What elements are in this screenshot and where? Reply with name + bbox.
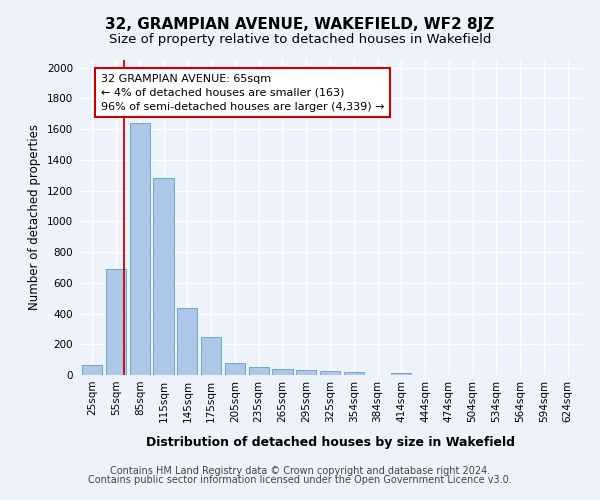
Bar xyxy=(391,372,412,375)
Bar xyxy=(225,362,245,375)
Text: 32 GRAMPIAN AVENUE: 65sqm
← 4% of detached houses are smaller (163)
96% of semi-: 32 GRAMPIAN AVENUE: 65sqm ← 4% of detach… xyxy=(101,74,384,112)
Text: Contains HM Land Registry data © Crown copyright and database right 2024.: Contains HM Land Registry data © Crown c… xyxy=(110,466,490,476)
Text: Distribution of detached houses by size in Wakefield: Distribution of detached houses by size … xyxy=(146,436,515,449)
Bar xyxy=(320,371,340,375)
Bar xyxy=(272,369,293,375)
Bar xyxy=(248,366,269,375)
Bar xyxy=(344,372,364,375)
Bar xyxy=(154,178,173,375)
Text: Contains public sector information licensed under the Open Government Licence v3: Contains public sector information licen… xyxy=(88,475,512,485)
Bar xyxy=(177,308,197,375)
Y-axis label: Number of detached properties: Number of detached properties xyxy=(28,124,41,310)
Bar xyxy=(296,370,316,375)
Text: Size of property relative to detached houses in Wakefield: Size of property relative to detached ho… xyxy=(109,32,491,46)
Bar xyxy=(82,365,103,375)
Text: 32, GRAMPIAN AVENUE, WAKEFIELD, WF2 8JZ: 32, GRAMPIAN AVENUE, WAKEFIELD, WF2 8JZ xyxy=(106,18,494,32)
Bar xyxy=(201,336,221,375)
Bar xyxy=(130,123,150,375)
Bar xyxy=(106,269,126,375)
